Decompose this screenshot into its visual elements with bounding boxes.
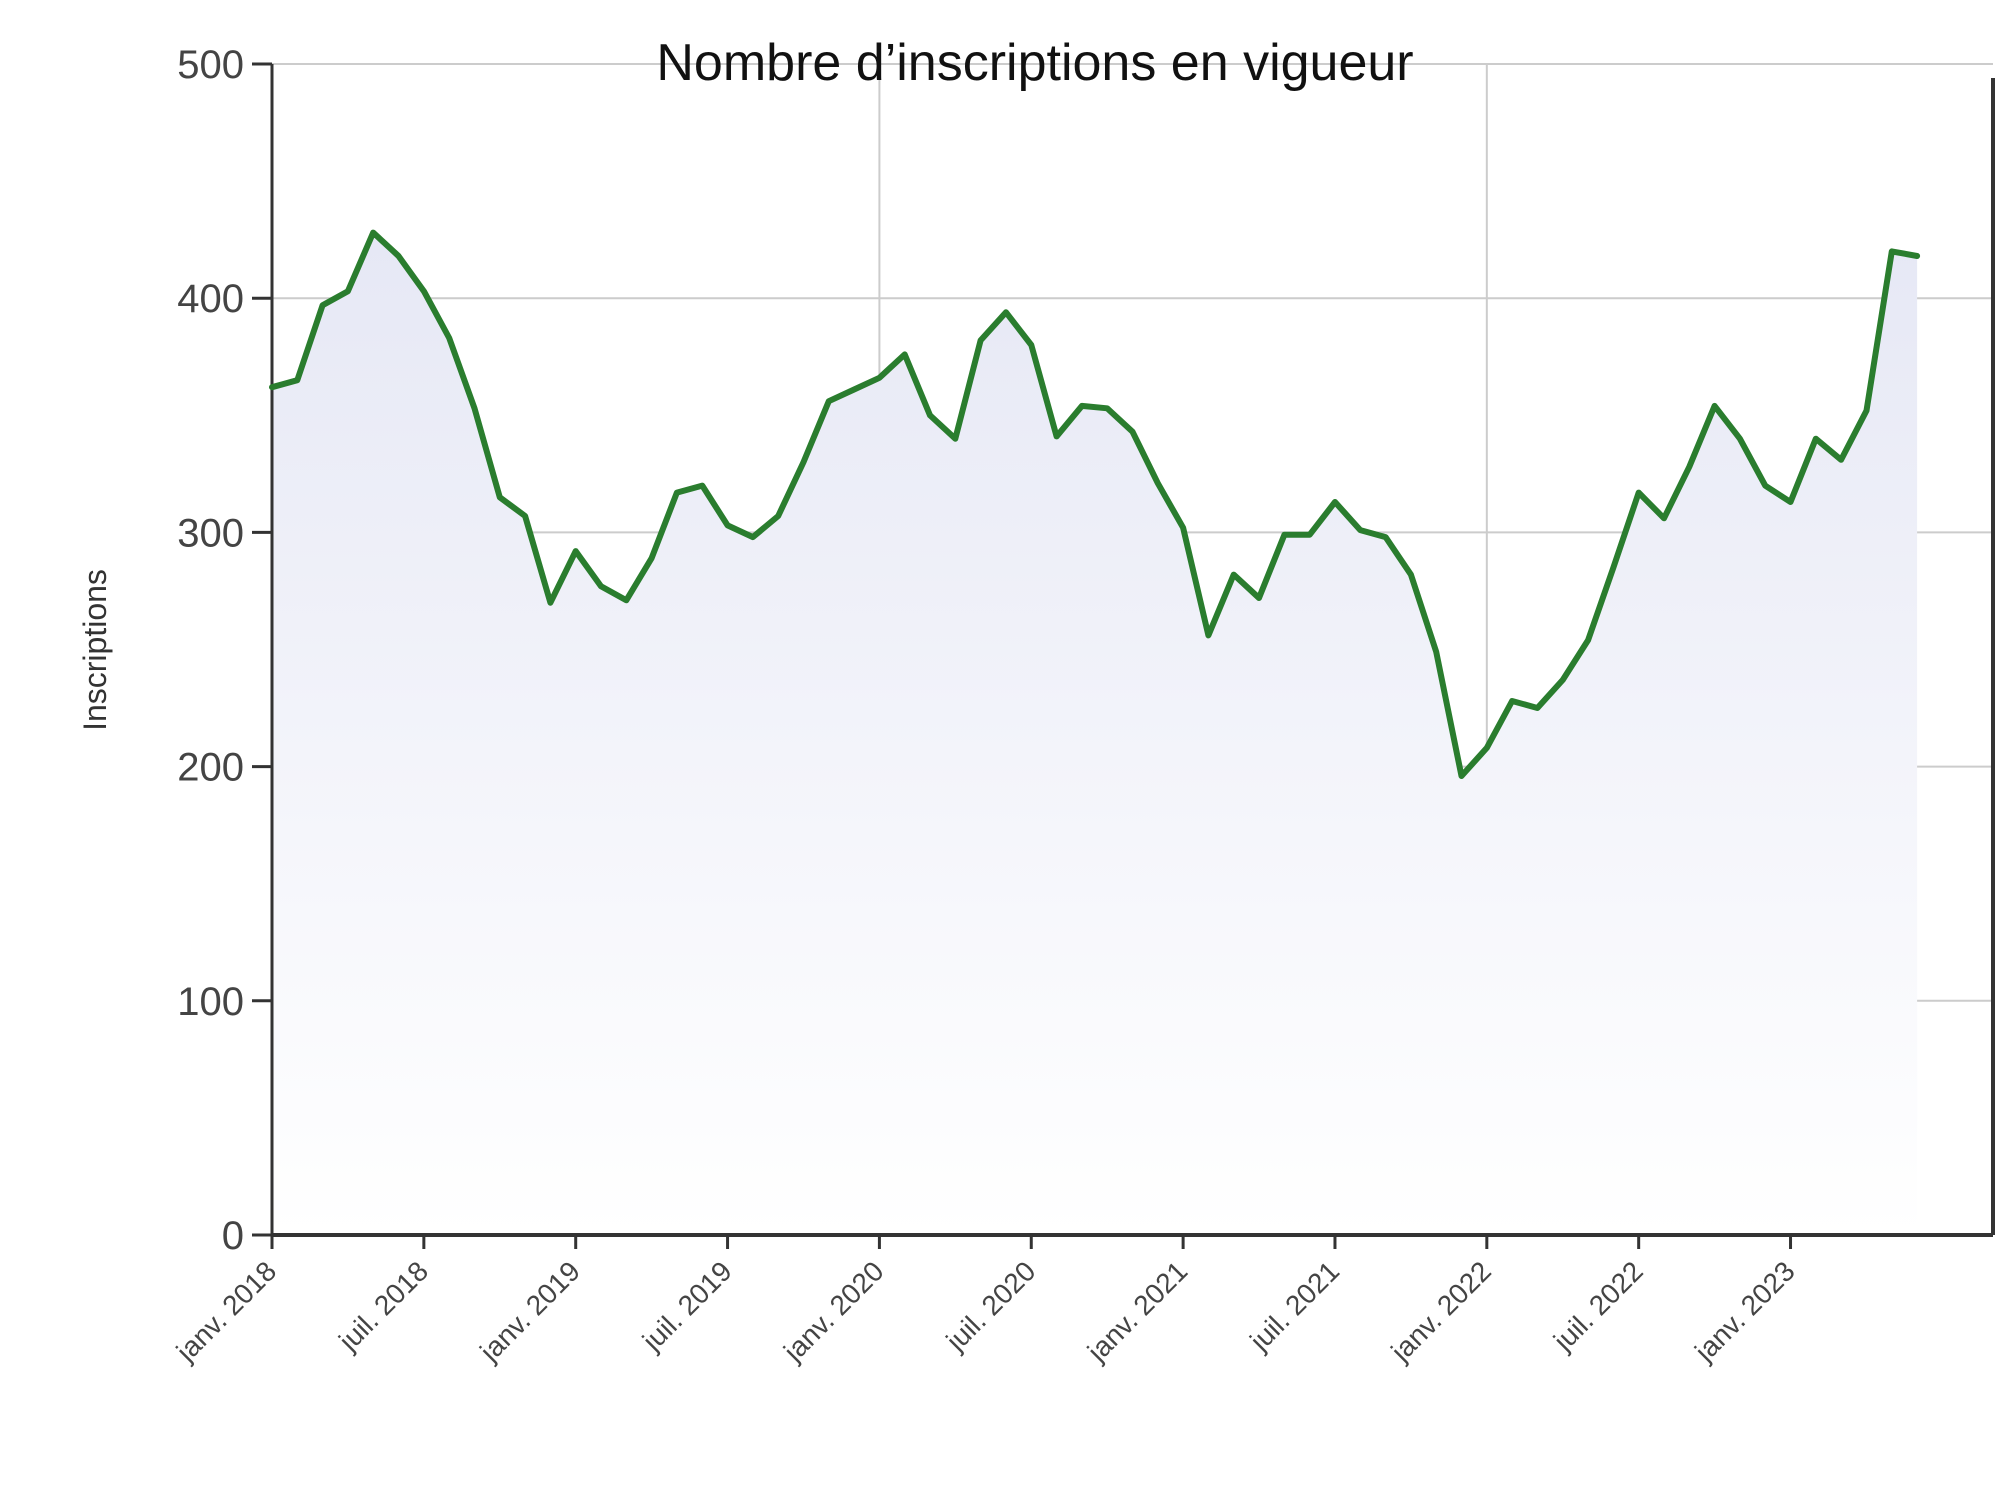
data-point-2022-07 — [1637, 491, 1641, 495]
series-area-fill — [272, 232, 1918, 1236]
data-point-2021-12 — [1460, 774, 1464, 778]
x-tick-label: janv. 2018 — [170, 1255, 283, 1368]
y-tick-label: 500 — [177, 43, 244, 87]
y-axis-label: Inscriptions — [77, 569, 113, 731]
data-point-2021-06 — [1308, 533, 1312, 537]
data-point-2021-11 — [1434, 650, 1438, 654]
data-point-2021-03 — [1232, 573, 1236, 577]
data-point-2023-03 — [1839, 458, 1843, 462]
data-point-2022-02 — [1510, 699, 1514, 703]
data-point-2018-08 — [447, 336, 451, 340]
data-point-2019-07 — [726, 523, 730, 527]
data-point-2020-09 — [1080, 404, 1084, 408]
data-point-2020-10 — [1105, 406, 1109, 410]
data-point-2018-04 — [346, 289, 350, 293]
data-point-2019-09 — [776, 514, 780, 518]
data-point-2022-01 — [1485, 746, 1489, 750]
data-point-2023-01 — [1789, 500, 1793, 504]
series-line — [269, 229, 1921, 779]
data-point-2020-08 — [1055, 434, 1059, 438]
x-tick-label: juil. 2019 — [636, 1255, 738, 1357]
data-point-2019-03 — [624, 598, 628, 602]
y-tick-label: 100 — [177, 980, 244, 1024]
x-axis-ticks: janv. 2018 juil. 2018 janv. 2019 juil. 2019… — [170, 1235, 1801, 1368]
data-point-2021-04 — [1257, 596, 1261, 600]
data-point-2018-09 — [473, 406, 477, 410]
data-point-2022-04 — [1561, 678, 1565, 682]
data-point-2020-07 — [1029, 343, 1033, 347]
data-point-2022-05 — [1586, 638, 1590, 642]
data-point-2019-11 — [827, 399, 831, 403]
data-point-2019-12 — [852, 388, 856, 392]
axes — [270, 64, 1995, 1239]
data-point-2021-02 — [1206, 633, 1210, 637]
y-axis-ticks: 0 100 200 300 400 500 — [177, 43, 272, 1258]
chart-title: Nombre d’inscriptions en vigueur — [656, 34, 1413, 92]
data-point-2020-01 — [877, 376, 881, 380]
data-point-2019-04 — [650, 556, 654, 560]
data-point-2019-02 — [599, 584, 603, 588]
data-point-2023-06 — [1915, 254, 1919, 258]
x-tick-label: juil. 2022 — [1547, 1255, 1649, 1357]
x-tick-label: juil. 2018 — [332, 1255, 434, 1357]
x-tick-label: juil. 2021 — [1243, 1255, 1345, 1357]
x-tick-label: janv. 2023 — [1688, 1255, 1801, 1368]
data-point-2022-09 — [1687, 465, 1691, 469]
data-point-2018-01 — [270, 385, 274, 389]
data-point-2018-02 — [295, 378, 299, 382]
data-point-2020-03 — [928, 413, 932, 417]
data-point-2019-01 — [574, 549, 578, 553]
x-tick-label: janv. 2020 — [777, 1255, 890, 1368]
data-point-2021-09 — [1384, 535, 1388, 539]
data-point-2019-08 — [751, 535, 755, 539]
data-point-2019-05 — [675, 491, 679, 495]
data-point-2020-05 — [979, 338, 983, 342]
data-point-2022-06 — [1611, 566, 1615, 570]
data-point-2021-07 — [1333, 500, 1337, 504]
y-tick-label: 0 — [222, 1214, 244, 1258]
y-tick-label: 400 — [177, 277, 244, 321]
y-tick-label: 300 — [177, 511, 244, 555]
y-tick-label: 200 — [177, 746, 244, 790]
data-point-2021-05 — [1282, 533, 1286, 537]
data-point-2021-08 — [1358, 528, 1362, 532]
data-point-2022-11 — [1738, 437, 1742, 441]
data-point-2019-06 — [700, 484, 704, 488]
data-point-2018-07 — [422, 289, 426, 293]
data-point-2019-10 — [802, 460, 806, 464]
data-point-2023-04 — [1865, 409, 1869, 413]
data-point-2018-03 — [321, 303, 325, 307]
data-point-2020-12 — [1156, 481, 1160, 485]
data-point-2018-05 — [371, 231, 375, 235]
data-point-2020-02 — [903, 352, 907, 356]
data-point-2020-06 — [1004, 310, 1008, 314]
data-point-2018-06 — [397, 254, 401, 258]
data-point-2018-12 — [548, 601, 552, 605]
data-point-2020-04 — [953, 437, 957, 441]
data-point-2022-10 — [1713, 404, 1717, 408]
data-point-2021-01 — [1181, 526, 1185, 530]
data-point-2022-12 — [1763, 484, 1767, 488]
data-point-2022-08 — [1662, 516, 1666, 520]
data-point-2020-11 — [1131, 430, 1135, 434]
data-point-2023-02 — [1814, 437, 1818, 441]
x-tick-label: janv. 2019 — [473, 1255, 586, 1368]
data-point-2018-10 — [498, 495, 502, 499]
data-point-2018-11 — [523, 514, 527, 518]
data-point-2023-05 — [1890, 249, 1894, 253]
data-point-2022-03 — [1535, 706, 1539, 710]
x-tick-label: juil. 2020 — [940, 1255, 1042, 1357]
data-point-2021-10 — [1409, 573, 1413, 577]
x-tick-label: janv. 2021 — [1081, 1255, 1194, 1368]
x-tick-label: janv. 2022 — [1385, 1255, 1498, 1368]
